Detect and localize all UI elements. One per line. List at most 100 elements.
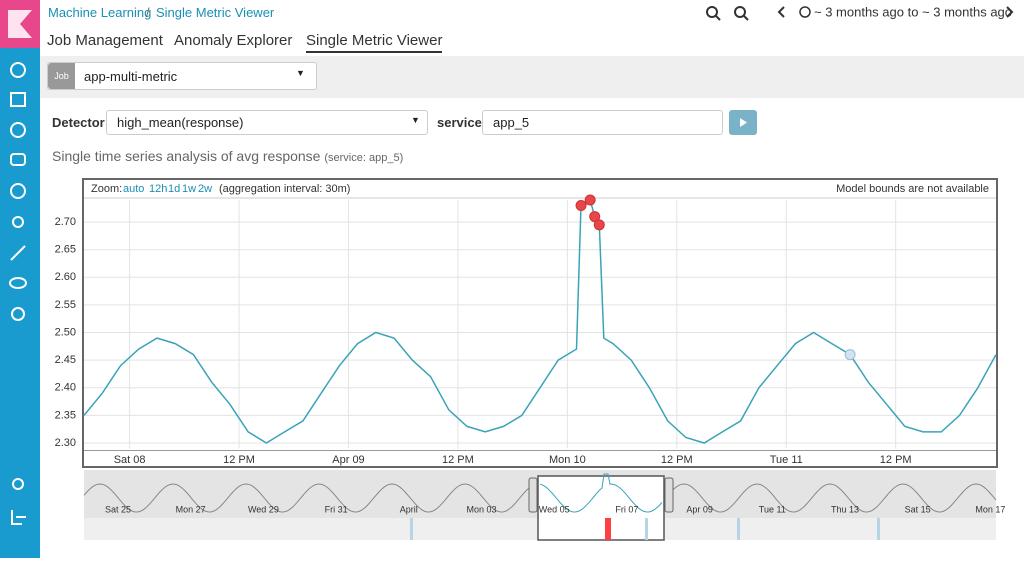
context-label: Fri 31 xyxy=(325,504,348,514)
job-selector[interactable]: Job app-multi-metric ▼ xyxy=(47,62,317,90)
sidebar-icons xyxy=(9,62,27,525)
y-tick-label: 2.30 xyxy=(55,437,76,449)
highlight-point xyxy=(844,349,856,361)
context-swimlane-cell xyxy=(877,518,880,540)
prev[interactable] xyxy=(777,6,785,18)
x-tick-label: 12 PM xyxy=(880,454,912,466)
aggregation-interval: (aggregation interval: 30m) xyxy=(219,183,350,195)
service-value: app_5 xyxy=(493,115,530,130)
zoom-out[interactable] xyxy=(734,6,746,18)
apply-button[interactable] xyxy=(729,110,757,135)
job-badge: Job xyxy=(48,63,75,89)
context-selection xyxy=(537,475,665,541)
anomaly-marker xyxy=(593,219,605,231)
zoom-label: Zoom: xyxy=(91,183,122,195)
caret: ▼ xyxy=(411,115,420,125)
zoom-option[interactable]: 1d xyxy=(168,183,180,195)
context-label: Mon 03 xyxy=(466,504,496,514)
context-label: Sat 25 xyxy=(105,504,131,514)
y-tick-label: 2.45 xyxy=(55,354,76,366)
breadcrumb-sep: / xyxy=(146,5,150,20)
timelion-icon[interactable] xyxy=(10,153,26,166)
detector-label: Detector: xyxy=(52,115,110,130)
context-handle xyxy=(664,477,674,513)
zoom-option[interactable]: auto xyxy=(123,183,144,195)
sidebar xyxy=(0,0,40,558)
context-swimlane-cell xyxy=(645,518,648,540)
context-label: April xyxy=(400,504,418,514)
y-tick-label: 2.65 xyxy=(55,244,76,256)
context-anomaly xyxy=(605,518,611,540)
management-icon[interactable] xyxy=(11,307,25,321)
time-range[interactable]: ~ 3 months ago to ~ 3 months ago xyxy=(814,4,1012,19)
detector-value: high_mean(response) xyxy=(117,115,244,130)
service-label: service: xyxy=(437,115,487,130)
dashboard-icon[interactable] xyxy=(10,122,26,138)
tab[interactable]: Anomaly Explorer xyxy=(174,32,293,49)
x-tick-label: 12 PM xyxy=(661,454,693,466)
context-handle xyxy=(528,477,538,513)
context-label: Tue 11 xyxy=(759,504,786,514)
tab[interactable]: Job Management xyxy=(47,32,163,49)
series-line xyxy=(83,198,997,444)
context-label: Fri 07 xyxy=(615,504,638,514)
anomaly-marker xyxy=(589,211,601,223)
service-input[interactable]: app_5 xyxy=(482,110,723,135)
bounds-note: Model bounds are not available xyxy=(836,183,989,195)
y-tick-label: 2.70 xyxy=(55,216,76,228)
detector-select[interactable]: high_mean(response) ▼ xyxy=(106,110,428,135)
discover-icon[interactable] xyxy=(10,62,26,78)
zoom-option[interactable]: 1w xyxy=(182,183,196,195)
x-tick-label: 12 PM xyxy=(223,454,255,466)
y-tick-label: 2.50 xyxy=(55,326,76,338)
chart-frame xyxy=(82,178,998,468)
context-label: Apr 09 xyxy=(686,504,713,514)
zoom-option[interactable]: 12h xyxy=(149,183,167,195)
caret: ▼ xyxy=(296,68,305,78)
graph-icon[interactable] xyxy=(12,216,24,228)
breadcrumb-current: Single Metric Viewer xyxy=(156,5,275,20)
context-label: Wed 05 xyxy=(539,504,570,514)
context-swimlane-cell xyxy=(410,518,413,540)
zoom-option[interactable]: 2w xyxy=(198,183,212,195)
x-tick-label: Mon 10 xyxy=(549,454,586,466)
context-label: Mon 27 xyxy=(176,504,206,514)
user-icon[interactable] xyxy=(12,478,24,490)
context-line-selected xyxy=(539,473,663,513)
chart-title: Single time series analysis of avg respo… xyxy=(52,148,321,164)
y-tick-label: 2.55 xyxy=(55,299,76,311)
context-label: Mon 17 xyxy=(975,504,1005,514)
top-bar xyxy=(40,0,1024,56)
anomaly-marker xyxy=(575,200,587,212)
visualize-icon[interactable] xyxy=(10,92,26,107)
monitoring-icon[interactable] xyxy=(9,277,27,289)
context-label: Wed 29 xyxy=(248,504,279,514)
time-controls: ~ 3 months ago to ~ 3 months ago xyxy=(706,4,1014,21)
devtools-icon[interactable] xyxy=(10,245,26,261)
x-tick-label: Tue 11 xyxy=(770,454,803,466)
x-tick-label: 12 PM xyxy=(442,454,474,466)
chart-subtitle: (service: app_5) xyxy=(324,152,404,164)
y-tick-label: 2.40 xyxy=(55,382,76,394)
logo[interactable] xyxy=(0,0,40,48)
zoom-in[interactable] xyxy=(706,6,718,18)
job-name: app-multi-metric xyxy=(84,69,178,84)
ml-icon[interactable] xyxy=(10,183,26,199)
logo-mark xyxy=(8,10,32,38)
chart-title-row: Single time series analysis of avg respo… xyxy=(52,148,403,164)
logout-icon[interactable] xyxy=(11,510,26,525)
next[interactable] xyxy=(1006,6,1014,18)
context-swimlane-cell xyxy=(737,518,740,540)
anomaly-marker xyxy=(584,194,596,206)
tab-active[interactable]: Single Metric Viewer xyxy=(306,32,443,53)
y-tick-label: 2.60 xyxy=(55,271,76,283)
y-tick-label: 2.35 xyxy=(55,409,76,421)
breadcrumb-link[interactable]: Machine Learning xyxy=(48,5,152,20)
play-icon xyxy=(740,118,747,127)
context-label: Sat 15 xyxy=(905,504,931,514)
x-tick-label: Apr 09 xyxy=(332,454,364,466)
x-tick-label: Sat 08 xyxy=(114,454,146,466)
context-label: Thu 13 xyxy=(831,504,859,514)
